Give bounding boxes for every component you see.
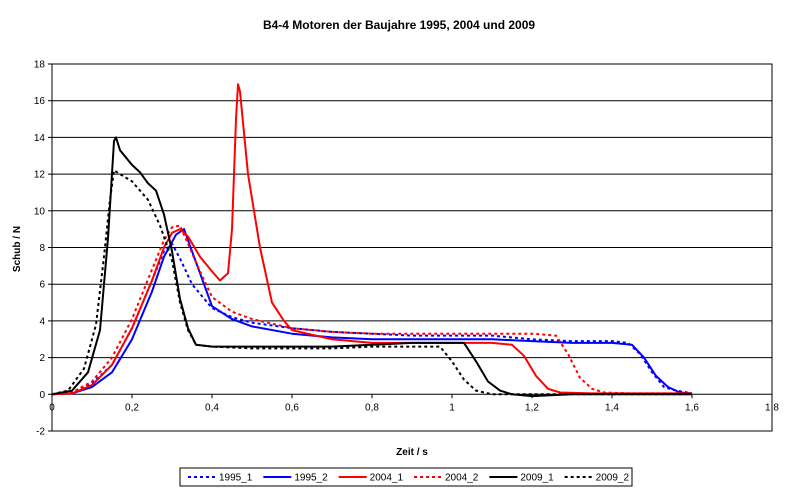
- x-tick-label: 1: [449, 402, 455, 413]
- x-tick-label: 1,2: [525, 402, 539, 413]
- y-tick-label: -2: [36, 427, 45, 438]
- y-tick-label: 0: [39, 390, 45, 401]
- x-tick-label: 0,6: [285, 402, 299, 413]
- series-line-2004_1: [51, 83, 692, 396]
- axes: -2 0 2 4 6 8 10 12 14 16 18 0 0,2 0,4 0,6 0,8 1 1,2 1,4 1,6…: [34, 60, 780, 438]
- x-tick-label: 1,6: [685, 402, 699, 413]
- y-tick-label: 4: [39, 316, 45, 327]
- x-tick-label: 0,2: [125, 402, 139, 413]
- y-tick-label: 8: [39, 243, 45, 254]
- y-tick-label: 14: [34, 133, 46, 144]
- plot-area: [51, 83, 693, 398]
- x-tick-label: 1,4: [605, 402, 619, 413]
- chart-title: B4-4 Motoren der Baujahre 1995, 2004 und…: [263, 18, 535, 32]
- series-line-1995_2: [51, 228, 693, 396]
- x-tick-label: 1,8: [765, 402, 779, 413]
- legend: 1995_1 1995_2 2004_1 2004_2 2009_1 2009_2: [179, 467, 633, 487]
- y-axis-title: Schub / N: [12, 226, 23, 272]
- y-tick-label: 2: [39, 353, 45, 364]
- y-tick-label: 6: [39, 280, 45, 291]
- legend-label: 2004_1: [370, 473, 404, 484]
- legend-label: 1995_2: [294, 473, 328, 484]
- y-tick-label: 10: [34, 206, 46, 217]
- series-line-2004_2: [51, 224, 692, 396]
- y-tick-label: 16: [34, 96, 46, 107]
- y-tick-label: 12: [34, 170, 46, 181]
- x-axis-title: Zeit / s: [396, 447, 428, 458]
- y-tick-label: 18: [34, 60, 46, 71]
- legend-label: 1995_1: [219, 473, 253, 484]
- series-line-2009_2: [51, 169, 692, 396]
- legend-label: 2004_2: [445, 473, 479, 484]
- x-tick-label: 0,4: [205, 402, 219, 413]
- x-tick-label: 0,8: [365, 402, 379, 413]
- legend-label: 2009_2: [596, 473, 630, 484]
- legend-label: 2009_1: [520, 473, 554, 484]
- series-line-1995_1: [51, 242, 693, 396]
- legend-box: [179, 467, 633, 487]
- x-tick-label: 0: [49, 402, 55, 413]
